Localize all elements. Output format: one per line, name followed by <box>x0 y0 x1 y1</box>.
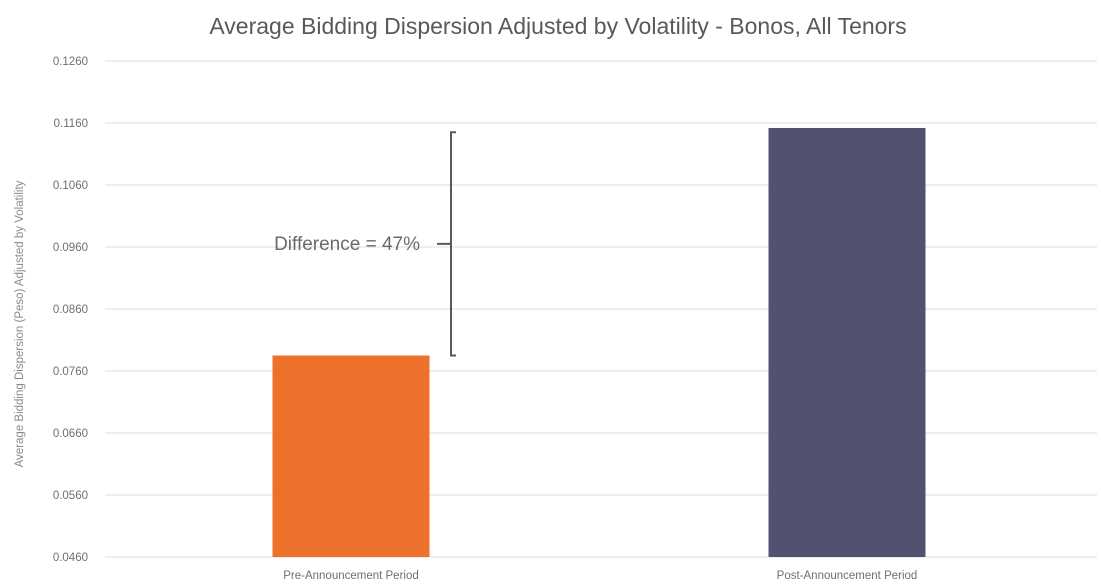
x-axis-ticks: Pre-Announcement Period Post-Announcement… <box>283 570 917 582</box>
chart-title: Average Bidding Dispersion Adjusted by V… <box>209 13 906 39</box>
bars <box>272 127 926 558</box>
y-tick-label: 0.1260 <box>53 56 88 68</box>
bar <box>768 127 926 558</box>
y-tick-label: 0.1160 <box>54 118 88 130</box>
y-tick-label: 0.0960 <box>53 242 88 254</box>
y-tick-label: 0.0860 <box>53 304 88 316</box>
difference-annotation: Difference = 47% <box>274 131 456 357</box>
y-axis-ticks: 0.0460 0.0560 0.0660 0.0760 0.0860 0.0960 0.10… <box>53 56 88 564</box>
y-tick-label: 0.0660 <box>53 428 88 440</box>
y-tick-label: 0.0560 <box>53 490 88 502</box>
bar <box>272 355 430 557</box>
y-tick-label: 0.1060 <box>53 180 88 192</box>
difference-label: Difference = 47% <box>274 234 420 255</box>
x-tick-label: Pre-Announcement Period <box>283 570 419 582</box>
y-tick-label: 0.0460 <box>53 552 88 564</box>
y-tick-label: 0.0760 <box>53 366 88 378</box>
difference-bracket <box>437 131 456 357</box>
x-tick-label: Post-Announcement Period <box>777 570 918 582</box>
y-axis-label: Average Bidding Dispersion (Peso) Adjust… <box>14 180 26 467</box>
gridlines <box>105 60 1097 558</box>
